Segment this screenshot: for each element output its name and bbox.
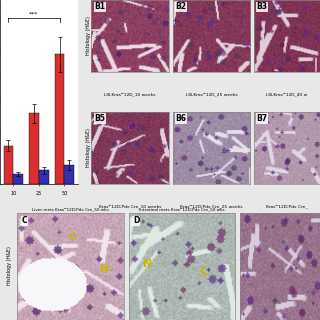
Text: D: D <box>133 216 139 226</box>
Title: Liver mets Krasᵆ12D;Pdx Cre_50 wks: Liver mets Krasᵆ12D;Pdx Cre_50 wks <box>32 207 109 212</box>
Text: B6: B6 <box>176 114 187 123</box>
Text: (weeks): (weeks) <box>30 217 47 221</box>
Text: LSLKrasᵆ12D_40 w: LSLKrasᵆ12D_40 w <box>266 92 308 96</box>
Bar <box>4 146 13 184</box>
Bar <box>29 113 39 184</box>
Text: LSLKrasᵆ12D_10 weeks: LSLKrasᵆ12D_10 weeks <box>104 92 156 96</box>
Text: C: C <box>22 216 27 226</box>
Text: N: N <box>143 260 153 269</box>
Bar <box>39 170 49 184</box>
Y-axis label: Histology (H&E): Histology (H&E) <box>86 128 91 167</box>
Text: LSLKrasᵆ12D_25 weeks: LSLKrasᵆ12D_25 weeks <box>186 92 237 96</box>
Text: B1: B1 <box>94 2 105 11</box>
Bar <box>55 54 64 184</box>
Bar <box>13 174 23 184</box>
Text: Krasᵆ12D;Pdx Cre_10 weeks: Krasᵆ12D;Pdx Cre_10 weeks <box>99 204 161 208</box>
Y-axis label: Histology (H&E): Histology (H&E) <box>86 17 91 55</box>
Text: N: N <box>100 264 109 274</box>
Text: B5: B5 <box>94 114 105 123</box>
Text: B7: B7 <box>257 114 268 123</box>
Text: C: C <box>199 267 207 277</box>
Text: Histology (H&E): Histology (H&E) <box>7 246 12 285</box>
Text: Krasᵆ12D;Pdx Cre_25 weeks: Krasᵆ12D;Pdx Cre_25 weeks <box>180 204 243 208</box>
Text: Krasᵆ12D;Pdx Cre_: Krasᵆ12D;Pdx Cre_ <box>266 204 308 208</box>
Text: B2: B2 <box>176 2 187 11</box>
Bar <box>64 165 74 184</box>
Title: Intestinal mets Krasᵆ12D;Pdx Cre_50 wks: Intestinal mets Krasᵆ12D;Pdx Cre_50 wks <box>139 207 225 212</box>
Text: C: C <box>69 232 77 242</box>
Text: B3: B3 <box>257 2 268 11</box>
Text: ***: *** <box>29 11 39 16</box>
